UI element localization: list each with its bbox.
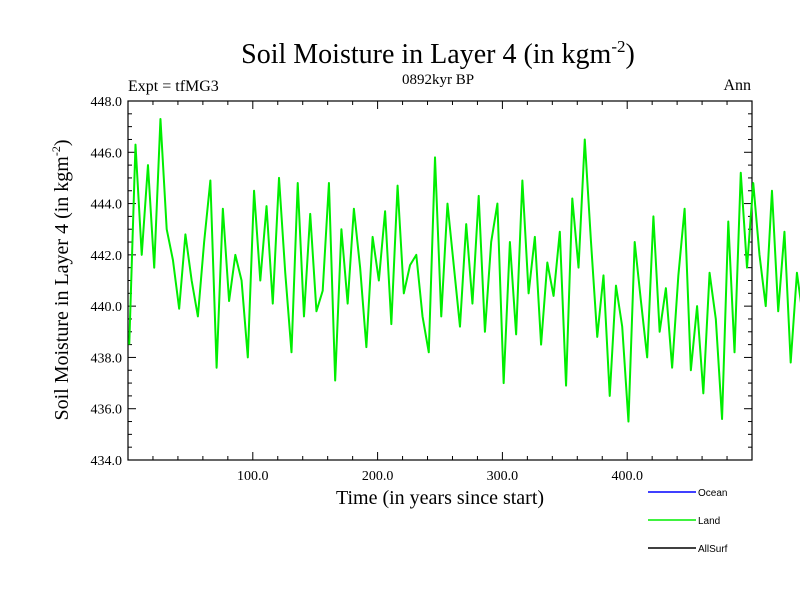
y-axis-label: Soil Moisture in Layer 4 (in kgm-2) bbox=[49, 139, 73, 420]
y-tick-label: 434.0 bbox=[91, 454, 123, 469]
y-axis-label-superscript: -2 bbox=[49, 146, 63, 156]
y-tick-label: 444.0 bbox=[91, 198, 123, 213]
legend-label-allsurf: AllSurf bbox=[698, 544, 728, 555]
chart-title-superscript: -2 bbox=[611, 37, 625, 56]
y-tick-label: 442.0 bbox=[91, 249, 123, 264]
x-axis: 100.0 200.0 300.0 400.0 bbox=[127, 101, 753, 484]
x-axis-label: Time (in years since start) bbox=[336, 487, 544, 509]
x-tick-label: 200.0 bbox=[362, 469, 394, 484]
y-axis: 434.0 436.0 438.0 440.0 442.0 444.0 446.0 448.0 bbox=[91, 95, 752, 469]
right-label: Ann bbox=[723, 77, 751, 94]
x-tick-label: 100.0 bbox=[237, 469, 269, 484]
x-tick-label: 400.0 bbox=[611, 469, 643, 484]
y-tick-label: 446.0 bbox=[91, 146, 123, 161]
plot-area bbox=[128, 117, 800, 423]
chart-title: Soil Moisture in Layer 4 (in kgm-2) bbox=[241, 37, 635, 70]
chart-subtitle: 0892kyr BP bbox=[402, 72, 474, 88]
series-line-land bbox=[128, 117, 800, 423]
y-tick-label: 440.0 bbox=[91, 300, 123, 315]
legend: Ocean Land AllSurf bbox=[648, 488, 728, 555]
x-tick-label: 300.0 bbox=[487, 469, 519, 484]
legend-label-ocean: Ocean bbox=[698, 488, 727, 499]
y-tick-label: 436.0 bbox=[91, 403, 123, 418]
y-tick-label: 438.0 bbox=[91, 351, 123, 366]
legend-label-land: Land bbox=[698, 516, 720, 527]
y-tick-label: 448.0 bbox=[91, 95, 123, 110]
left-label: Expt = tfMG3 bbox=[128, 78, 219, 95]
